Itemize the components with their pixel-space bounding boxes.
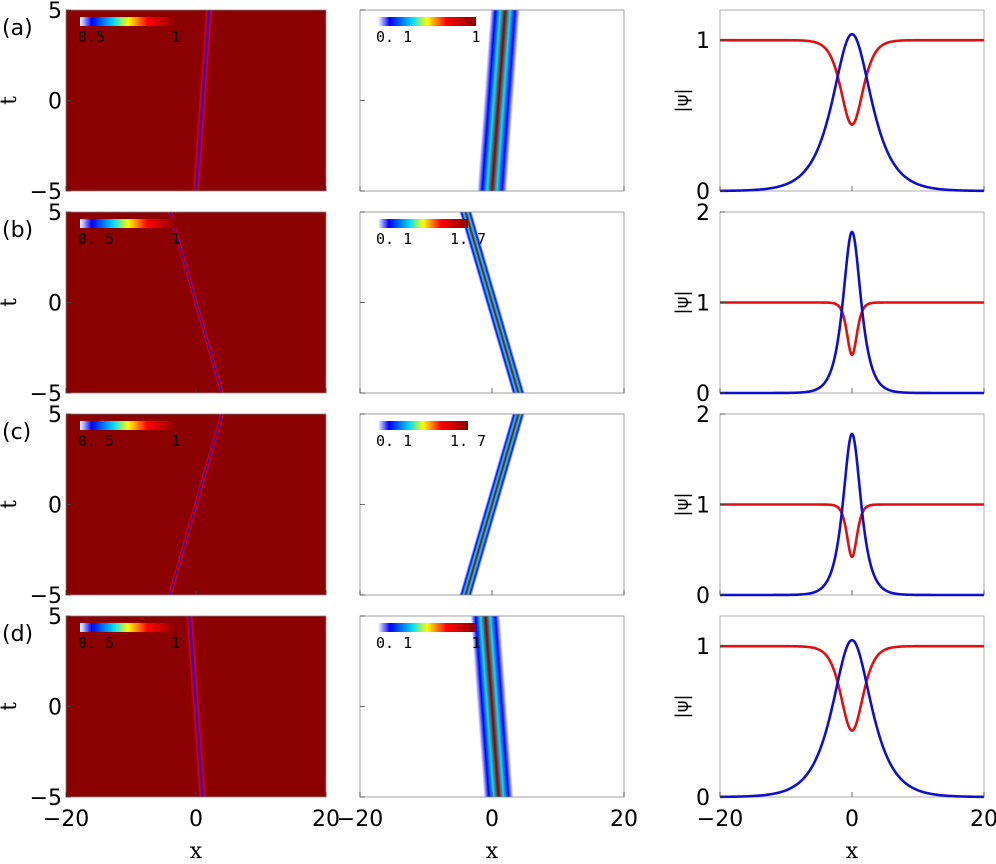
t-axis-label: t <box>0 96 22 105</box>
t-tick-label: 0 <box>48 696 62 721</box>
red-profile-line <box>719 644 985 732</box>
panel-label: (b) <box>2 218 33 243</box>
x-tick-label: 20 <box>610 807 638 832</box>
y-tick-label: 1 <box>696 635 710 660</box>
x-axis-label: x <box>190 839 203 864</box>
colorbar <box>378 219 468 228</box>
dark-heatmap-a <box>66 10 326 191</box>
y-tick-label: 0 <box>696 382 710 407</box>
colorbar <box>378 17 476 26</box>
colorbar-max-label: 1. 7 <box>450 432 486 450</box>
colorbar-max-label: 1 <box>171 230 180 248</box>
colorbar-max-label: 1. 7 <box>450 230 486 248</box>
bright-heatmap-a <box>360 10 624 191</box>
bright-heatmap-b <box>360 212 624 393</box>
dark-heatmap-d <box>66 616 326 797</box>
soliton-band <box>419 212 565 393</box>
colorbar-min-label: 0. 1 <box>376 28 412 46</box>
y-tick-label: 0 <box>696 584 710 609</box>
soliton-band <box>385 616 599 797</box>
t-tick-label: 5 <box>48 403 62 428</box>
colorbar-min-label: 0. 5 <box>78 634 114 652</box>
soliton-band <box>149 616 243 797</box>
soliton-band <box>392 10 605 191</box>
colorbar-min-label: 0. 5 <box>78 432 114 450</box>
red-profile-line <box>719 38 985 126</box>
x-tick-label: 20 <box>970 807 996 832</box>
blue-profile-line <box>719 32 985 193</box>
t-axis-label: t <box>0 500 22 509</box>
x-tick-label: −20 <box>337 807 383 832</box>
y-tick-label: 0 <box>696 180 710 205</box>
x-tick-label: 0 <box>485 807 499 832</box>
colorbar-min-label: 0. 1 <box>376 634 412 652</box>
t-tick-label: −5 <box>30 180 62 205</box>
t-tick-label: 5 <box>48 0 62 24</box>
blue-profile-line <box>719 638 985 799</box>
bright-heatmap-d <box>360 616 624 797</box>
y-tick-label: 0 <box>696 786 710 811</box>
t-tick-label: −5 <box>30 382 62 407</box>
red-profile-line <box>719 301 985 357</box>
y-tick-label: 1 <box>696 292 710 317</box>
x-axis-label: x <box>846 839 859 864</box>
colorbar <box>378 421 468 430</box>
x-tick-label: −20 <box>697 807 743 832</box>
dark-heatmap-c <box>66 414 326 595</box>
panel-label: (c) <box>2 420 31 445</box>
y-tick-label: 2 <box>696 201 710 226</box>
x-tick-label: 0 <box>189 807 203 832</box>
profile-frame <box>719 9 985 192</box>
profile-y-axis-label: |ψ| <box>672 290 693 314</box>
colorbar <box>378 623 476 632</box>
colorbar <box>80 421 176 430</box>
x-axis-label: x <box>486 839 499 864</box>
t-tick-label: 0 <box>48 90 62 115</box>
colorbar-max-label: 1 <box>471 634 480 652</box>
dark-heatmap-b <box>66 212 326 393</box>
colorbar-max-label: 1 <box>471 28 480 46</box>
colorbar <box>80 17 176 26</box>
t-tick-label: −5 <box>30 584 62 609</box>
y-tick-label: 1 <box>696 494 710 519</box>
bright-heatmap-c <box>360 414 624 595</box>
colorbar <box>80 219 176 228</box>
profile-frame <box>719 615 985 798</box>
colorbar-max-label: 1 <box>171 432 180 450</box>
colorbar-min-label: 0. 5 <box>78 230 114 248</box>
t-tick-label: 0 <box>48 494 62 519</box>
panel-label: (a) <box>2 16 33 41</box>
x-tick-label: 0 <box>845 807 859 832</box>
blue-profile-line <box>719 230 985 395</box>
soliton-band <box>143 414 249 595</box>
t-tick-label: 5 <box>48 201 62 226</box>
soliton-band <box>156 10 249 191</box>
colorbar-min-label: 0.5 <box>78 28 105 46</box>
t-axis-label: t <box>0 298 22 307</box>
panel-label: (d) <box>2 622 33 647</box>
x-tick-label: −20 <box>43 807 89 832</box>
colorbar-max-label: 1 <box>171 634 180 652</box>
t-tick-label: 5 <box>48 605 62 630</box>
soliton-band <box>419 414 565 595</box>
colorbar-max-label: 1 <box>171 28 180 46</box>
profile-y-axis-label: |ψ| <box>672 694 693 718</box>
colorbar-min-label: 0. 1 <box>376 230 412 248</box>
t-tick-label: −5 <box>30 786 62 811</box>
blue-profile-line <box>719 432 985 597</box>
colorbar-min-label: 0. 1 <box>376 432 412 450</box>
x-tick-label: 20 <box>312 807 340 832</box>
y-tick-label: 1 <box>696 29 710 54</box>
colorbar <box>80 623 176 632</box>
soliton-band <box>143 212 249 393</box>
profile-y-axis-label: |ψ| <box>672 492 693 516</box>
y-tick-label: 2 <box>696 403 710 428</box>
t-axis-label: t <box>0 702 22 711</box>
profile-y-axis-label: |ψ| <box>672 88 693 112</box>
red-profile-line <box>719 503 985 559</box>
t-tick-label: 0 <box>48 292 62 317</box>
